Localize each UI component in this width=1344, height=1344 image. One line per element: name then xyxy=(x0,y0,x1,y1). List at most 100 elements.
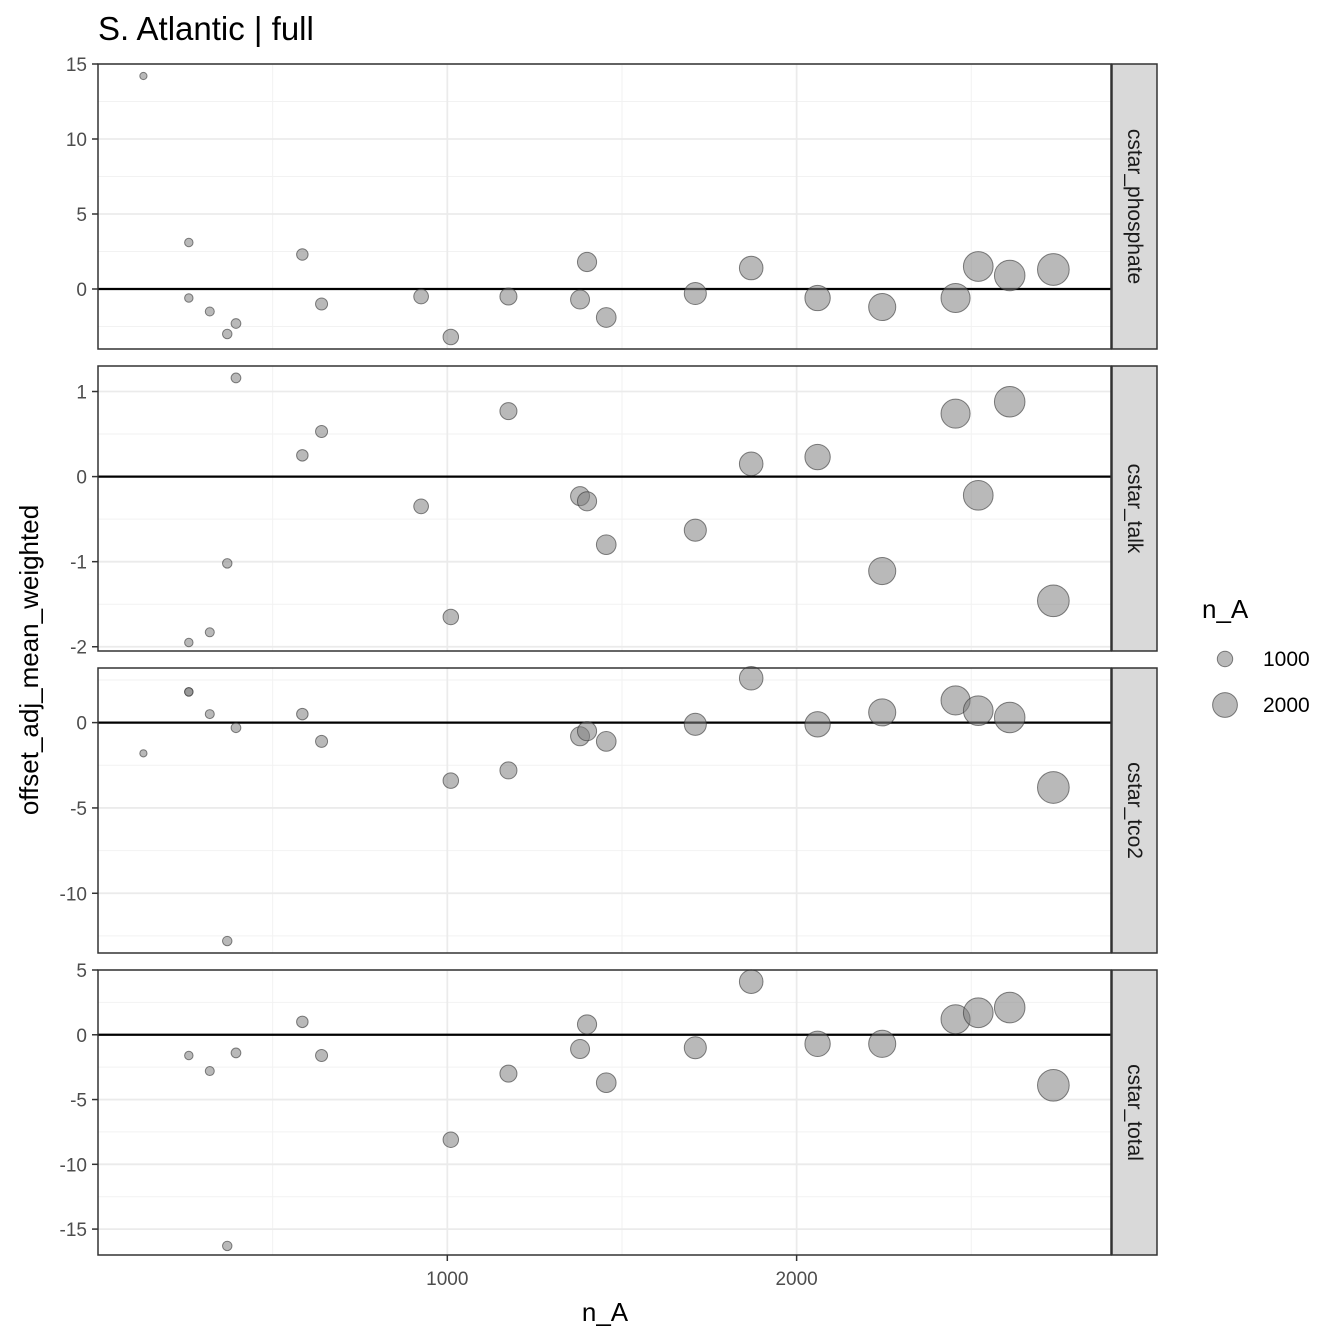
data-point xyxy=(804,1030,831,1058)
data-point xyxy=(738,969,764,994)
y-tick-label: -2 xyxy=(70,638,87,659)
data-point xyxy=(315,424,329,439)
data-point xyxy=(184,293,194,303)
y-tick-label: -10 xyxy=(60,884,87,905)
data-point xyxy=(413,288,429,305)
data-point xyxy=(595,731,617,752)
data-point xyxy=(296,707,309,721)
data-point xyxy=(940,398,971,429)
data-point xyxy=(222,328,233,340)
data-point xyxy=(738,255,764,281)
data-point xyxy=(595,307,617,328)
facet-panel-cstar_total: -15 -10 -5 0 5 cstar_total xyxy=(60,961,1158,1256)
facet-strip-label: cstar_phosphate xyxy=(1123,129,1146,284)
data-point xyxy=(738,665,764,691)
data-point xyxy=(296,449,309,462)
data-point xyxy=(1037,584,1070,618)
data-point xyxy=(499,287,518,306)
legend-title: n_A xyxy=(1202,594,1249,624)
y-tick-label: -10 xyxy=(60,1155,87,1176)
data-point xyxy=(595,1072,617,1094)
y-tick-label: 0 xyxy=(76,714,87,735)
data-point xyxy=(139,71,148,81)
data-point xyxy=(184,637,194,648)
data-point xyxy=(499,402,518,421)
facet-panel-cstar_phosphate: 0 5 10 15 cstar_phosphate xyxy=(66,55,1158,350)
data-point xyxy=(993,259,1026,292)
data-point xyxy=(993,701,1026,734)
y-tick-label: 0 xyxy=(76,468,87,489)
y-tick-label: 10 xyxy=(66,130,87,151)
data-point xyxy=(1037,253,1070,286)
data-point xyxy=(683,712,707,736)
data-point xyxy=(230,722,242,734)
x-tick-label: 1000 xyxy=(426,1269,468,1290)
y-tick-label: -5 xyxy=(70,1091,87,1112)
y-tick-label: -5 xyxy=(70,799,87,820)
x-axis: 1000 2000 xyxy=(426,1255,818,1290)
data-point xyxy=(204,627,215,638)
data-point xyxy=(868,556,897,586)
y-tick-label: 1 xyxy=(76,383,87,404)
data-point xyxy=(230,1047,242,1059)
legend-key-circle xyxy=(1216,650,1234,668)
data-point xyxy=(576,721,598,742)
y-tick-label: 0 xyxy=(76,1026,87,1047)
facet-panel-cstar_tco2: -10 -5 0 cstar_tco2 xyxy=(60,665,1158,954)
data-point xyxy=(442,608,460,626)
data-point xyxy=(962,997,994,1029)
data-point xyxy=(499,1064,518,1083)
data-point xyxy=(940,282,971,314)
data-point xyxy=(442,328,460,346)
facet-strip xyxy=(1111,969,1158,1256)
facet-strip-label: cstar_total xyxy=(1123,1064,1146,1161)
panel-border xyxy=(97,667,1112,954)
data-point xyxy=(570,289,591,310)
data-point xyxy=(576,491,598,512)
data-point xyxy=(1037,1068,1070,1102)
data-point xyxy=(804,443,831,471)
data-point xyxy=(962,251,994,282)
facet-panel-cstar_talk: -2 -1 0 1 cstar_talk xyxy=(70,365,1158,659)
data-point xyxy=(230,318,242,329)
y-tick-label: 5 xyxy=(76,205,87,226)
facet-strip-label: cstar_talk xyxy=(1123,464,1146,554)
data-point xyxy=(570,1039,591,1060)
data-point xyxy=(204,1066,215,1077)
data-point xyxy=(315,1048,329,1063)
data-point xyxy=(442,1131,460,1148)
data-point xyxy=(962,479,994,511)
facet-strip xyxy=(1111,667,1158,954)
y-axis-title: offset_adj_mean_weighted xyxy=(14,505,44,815)
data-point xyxy=(139,749,148,758)
data-point xyxy=(1037,771,1070,804)
data-point xyxy=(296,248,309,261)
y-tick-label: -1 xyxy=(70,553,87,574)
facet-strip-label: cstar_tco2 xyxy=(1123,762,1146,859)
legend-key-label: 1000 xyxy=(1263,648,1310,671)
data-point xyxy=(204,306,215,317)
x-tick-label: 2000 xyxy=(775,1269,817,1290)
size-legend: n_A 1000 2000 xyxy=(1202,594,1310,718)
data-point xyxy=(993,385,1026,418)
panel-border xyxy=(97,365,1112,652)
data-point xyxy=(804,284,831,312)
data-point xyxy=(868,698,897,727)
data-point xyxy=(962,695,994,727)
data-point xyxy=(804,711,831,738)
data-point xyxy=(315,297,329,311)
chart-title: S. Atlantic | full xyxy=(98,10,314,47)
y-tick-label: 5 xyxy=(76,961,87,982)
data-point xyxy=(184,1050,194,1061)
panel-border xyxy=(97,969,1112,1256)
data-point xyxy=(868,1029,897,1058)
data-point xyxy=(576,251,598,273)
data-point xyxy=(868,292,897,322)
data-point xyxy=(442,772,460,789)
data-point xyxy=(413,498,429,515)
y-tick-label: 15 xyxy=(66,55,87,76)
y-tick-label: -15 xyxy=(60,1220,87,1241)
facet-strip xyxy=(1111,365,1158,652)
data-point xyxy=(184,687,194,697)
